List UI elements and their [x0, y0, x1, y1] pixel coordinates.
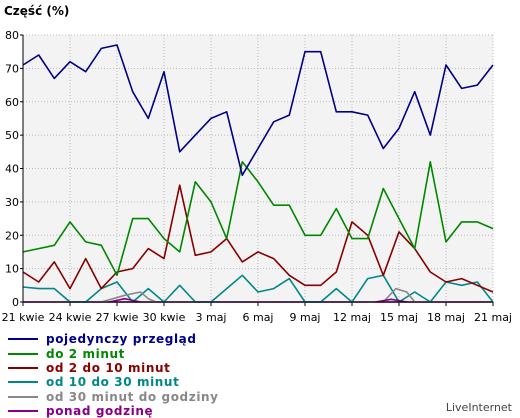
x-tick-label: 30 kwie	[143, 311, 186, 324]
legend-item-pojedynczy-przeglad: pojedynczy przegląd	[8, 332, 219, 346]
legend-label: ponad godzinę	[46, 404, 154, 418]
legend-swatch	[8, 352, 38, 355]
series-segment-ponad-godzine	[109, 297, 141, 303]
legend-item-do-2-minut: do 2 minut	[8, 346, 219, 361]
legend-label: do 2 minut	[46, 346, 125, 361]
y-tick-label: 30	[5, 196, 19, 209]
x-tick-label: 3 maj	[195, 311, 226, 324]
legend-label: od 2 do 10 minut	[46, 360, 171, 375]
x-tick-label: 6 maj	[242, 311, 273, 324]
branding-label: LiveInternet	[445, 401, 512, 414]
legend-item-od-10-do-30-minut: od 10 do 30 minut	[8, 375, 219, 389]
legend-item-ponad-godzine: ponad godzinę	[8, 404, 219, 418]
x-tick-label: 27 kwie	[96, 311, 139, 324]
legend-item-od-2-do-10-minut: od 2 do 10 minut	[8, 361, 219, 375]
y-tick-label: 40	[5, 163, 19, 176]
x-tick-label: 21 kwie	[2, 311, 45, 324]
legend-item-od-30-minut-do-godziny: od 30 minut do godziny	[8, 390, 219, 404]
legend-swatch	[8, 395, 38, 398]
x-tick-label: 21 maj	[474, 311, 512, 324]
y-tick-label: 20	[5, 229, 19, 242]
y-tick-label: 0	[12, 296, 19, 309]
legend: pojedynczy przegląd do 2 minut od 2 do 10 …	[8, 332, 219, 418]
series-segment-od-30-minut-do-godziny	[101, 291, 157, 303]
chart-canvas: 0 10 20 30 40 50 60 70 80 21 kwie 24 kwie 27 kwie 3…	[2, 4, 512, 324]
series-segment-ponad-godzine	[375, 298, 407, 303]
x-tick-label: 9 maj	[289, 311, 320, 324]
legend-swatch	[8, 366, 38, 369]
x-tick-label: 18 maj	[427, 311, 465, 324]
x-tick-label: 15 maj	[380, 311, 418, 324]
series-line-do-2-minut	[22, 161, 494, 277]
x-axis: 21 kwie 24 kwie 27 kwie 30 kwie 3 maj 6 maj 9 …	[2, 302, 512, 324]
legend-swatch	[8, 410, 38, 413]
x-tick-label: 12 maj	[333, 311, 371, 324]
grid-lines	[23, 34, 494, 302]
series-line-pojedynczy-przeglad	[22, 44, 494, 176]
y-tick-label: 10	[5, 263, 19, 276]
y-tick-label: 80	[5, 29, 19, 42]
y-tick-label: 70	[5, 62, 19, 75]
legend-label: od 30 minut do godziny	[46, 389, 219, 404]
y-tick-label: 50	[5, 129, 19, 142]
legend-label: pojedynczy przegląd	[46, 332, 197, 347]
legend-swatch	[8, 381, 38, 384]
x-tick-label: 24 kwie	[49, 311, 92, 324]
legend-swatch	[8, 338, 38, 341]
y-tick-label: 60	[5, 96, 19, 109]
y-axis: 0 10 20 30 40 50 60 70 80	[5, 29, 23, 309]
y-axis-label: Część (%)	[4, 4, 69, 18]
legend-label: od 10 do 30 minut	[46, 375, 180, 390]
